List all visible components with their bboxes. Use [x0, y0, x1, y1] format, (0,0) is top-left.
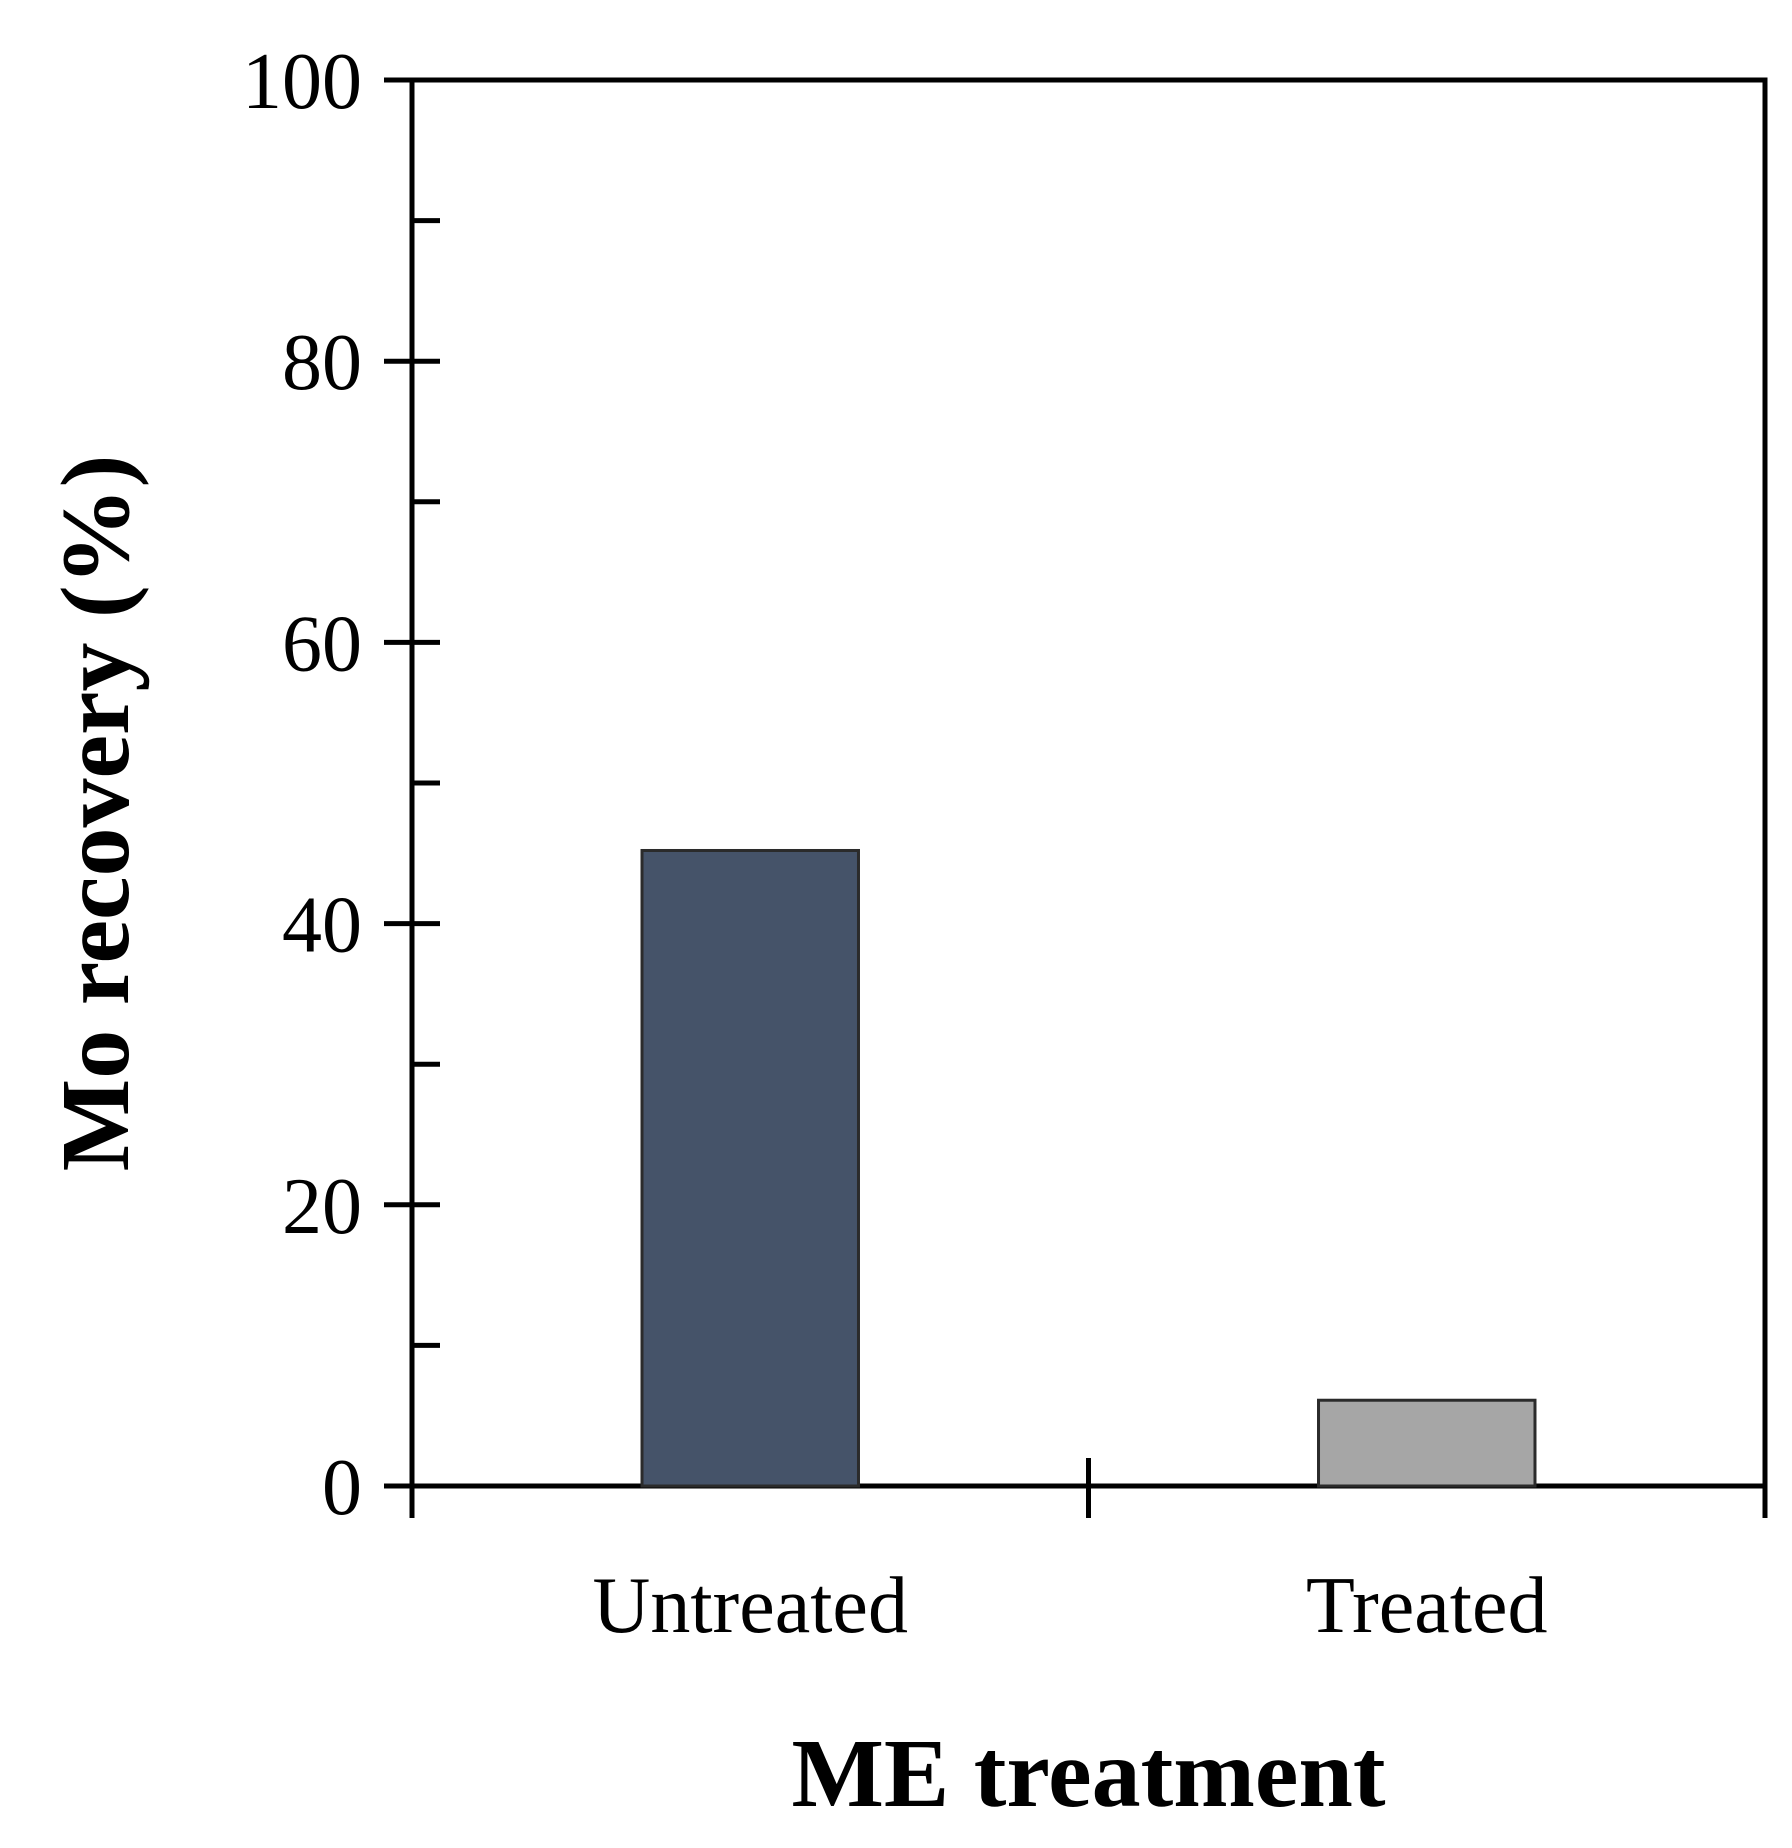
y-tick-label: 80 — [282, 319, 362, 407]
y-tick-label: 100 — [242, 38, 362, 126]
x-axis-tick-labels: Untreated Treated — [593, 1562, 1548, 1650]
y-tick-label: 20 — [282, 1163, 362, 1251]
x-axis-ticks — [409, 1458, 1768, 1518]
y-tick-label: 40 — [282, 882, 362, 970]
bar-untreated — [640, 848, 860, 1488]
plot-area-frame — [409, 77, 1768, 1489]
x-axis-title: ME treatment — [791, 1720, 1385, 1828]
y-axis-title: Mo recovery (%) — [42, 455, 150, 1171]
bar-treated — [1317, 1398, 1537, 1488]
x-tick-label: Treated — [1306, 1562, 1547, 1650]
bars — [640, 848, 1537, 1488]
y-axis-ticks — [384, 77, 440, 1489]
y-tick-label: 60 — [282, 600, 362, 688]
y-tick-label: 0 — [322, 1444, 362, 1532]
x-tick-label: Untreated — [593, 1562, 908, 1650]
y-axis-tick-labels: 0 20 40 60 80 100 — [242, 38, 362, 1532]
